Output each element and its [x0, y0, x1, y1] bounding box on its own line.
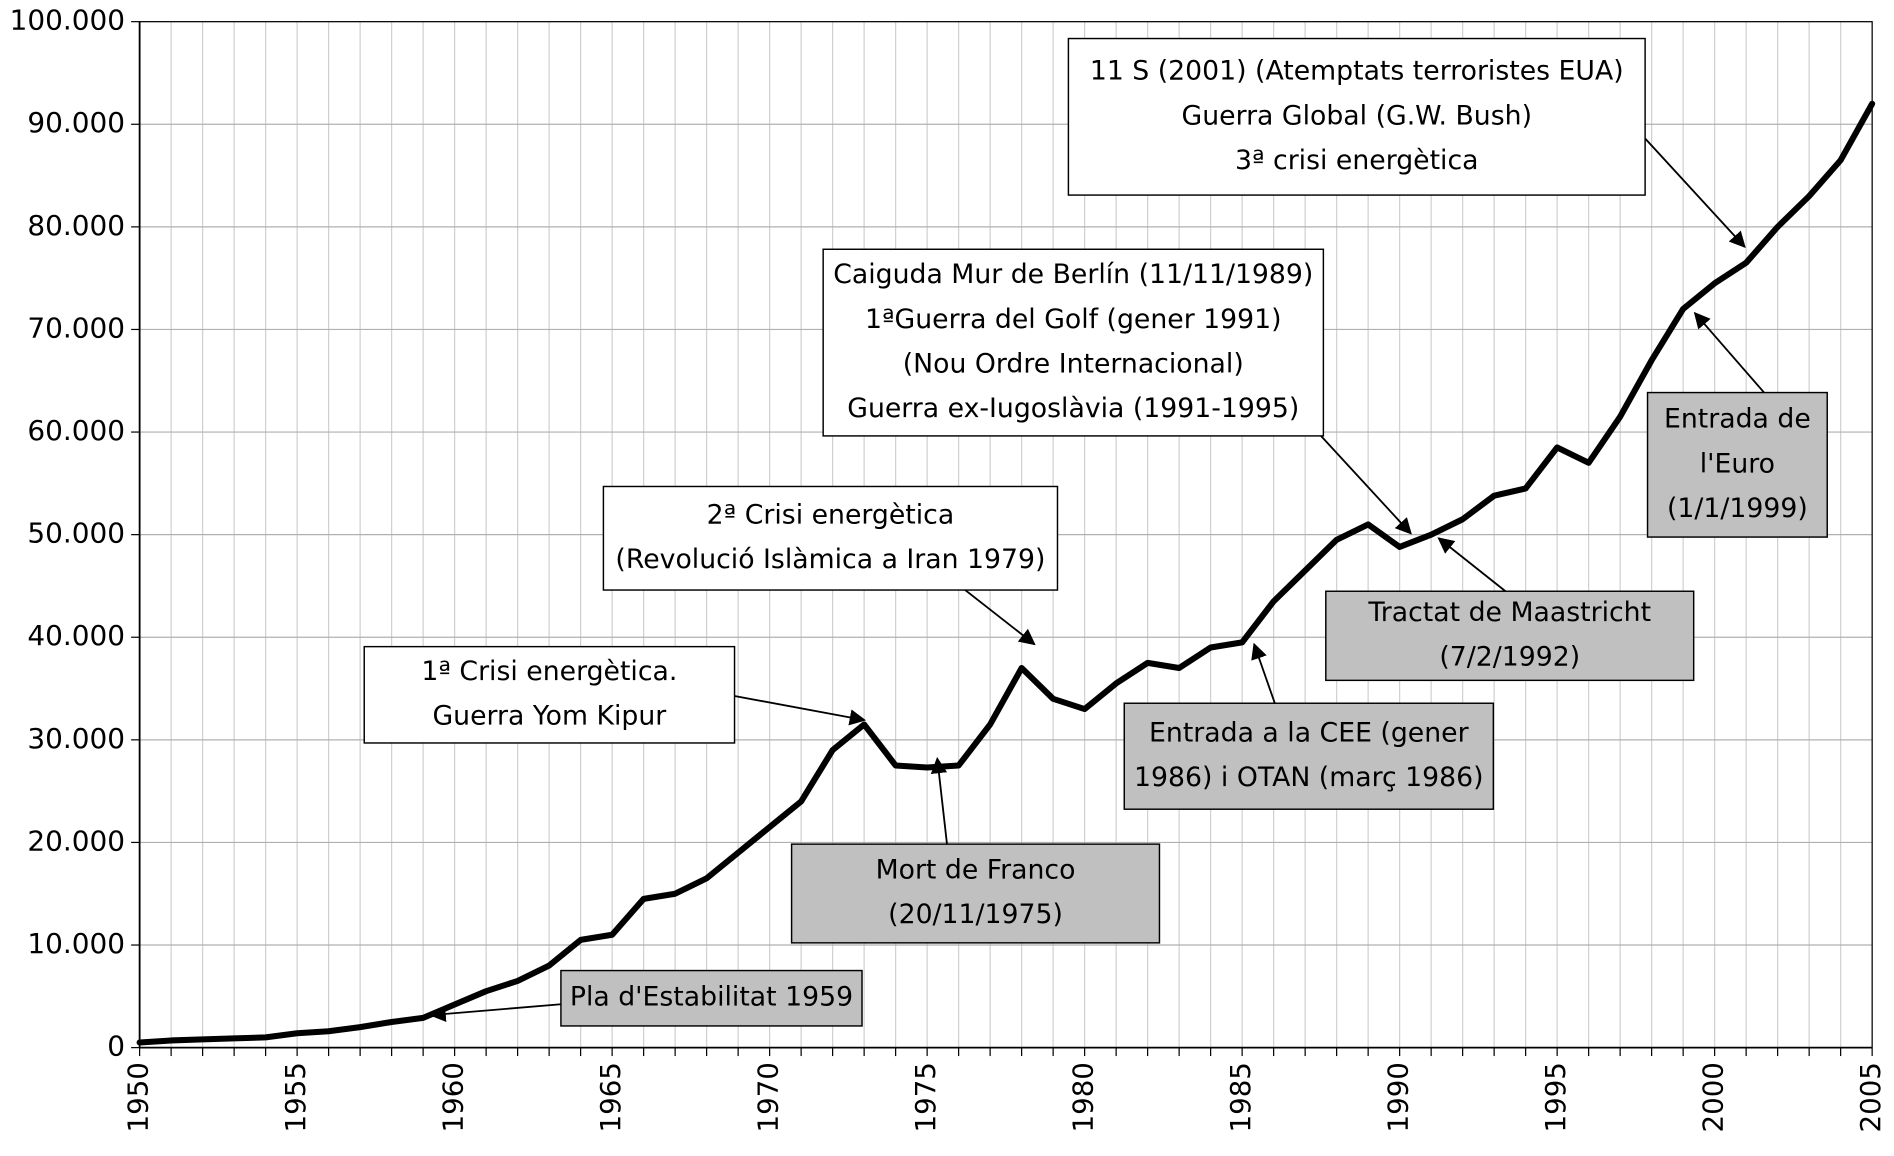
y-tick-label: 50.000: [27, 517, 125, 550]
y-tick-label: 20.000: [27, 825, 125, 858]
data-line: [136, 100, 1876, 1046]
annotation-text: 11 S (2001) (Atemptats terroristes EUA): [1090, 56, 1624, 87]
annotation-arrow: [1320, 435, 1412, 535]
annotation-arrow: [1644, 137, 1746, 249]
y-tick-label: 90.000: [27, 106, 125, 139]
x-tick-label: 1990: [1382, 1062, 1415, 1132]
annotation-text: 2ª Crisi energètica: [707, 500, 955, 531]
annotation-text: (1/1/1999): [1667, 493, 1808, 524]
y-tick-label: 60.000: [27, 414, 125, 447]
y-tick-label: 0: [107, 1030, 125, 1063]
annotation-text: (Nou Ordre Internacional): [903, 348, 1244, 379]
annotation-arrow: [1437, 537, 1507, 592]
annotation-box: [1067, 37, 1646, 196]
annotation-arrow: [930, 757, 948, 845]
y-tick-label: 70.000: [27, 312, 125, 345]
annotation-text: (7/2/1992): [1439, 642, 1580, 673]
annotation-arrow: [734, 695, 867, 726]
y-tick-label: 80.000: [27, 209, 125, 242]
x-tick-label: 1955: [279, 1062, 312, 1132]
annotation-text: (20/11/1975): [888, 899, 1063, 930]
annotation-text: Guerra Global (G.W. Bush): [1182, 100, 1532, 131]
annotation-arrow: [1251, 642, 1276, 704]
x-tick-label: 2000: [1697, 1062, 1730, 1132]
y-tick-label: 10.000: [27, 927, 125, 960]
x-tick-label: 1980: [1067, 1062, 1100, 1132]
annotation-box: [1123, 702, 1495, 810]
annotation-box: [1325, 590, 1695, 682]
annotation-text: 1ª Crisi energètica.: [421, 656, 677, 687]
plot-border: [139, 21, 1873, 1049]
annotation-text: 1ªGuerra del Golf (gener 1991): [865, 304, 1282, 335]
x-tick-label: 1995: [1539, 1062, 1572, 1132]
annotation-text: 1986) i OTAN (març 1986): [1134, 762, 1483, 793]
annotation-text: Caiguda Mur de Berlín (11/11/1989): [833, 259, 1313, 290]
x-tick-label: 2005: [1854, 1062, 1887, 1132]
annotation-arrow: [429, 1003, 561, 1022]
x-tick-label: 1970: [752, 1062, 785, 1132]
x-tick-label: 1950: [122, 1062, 155, 1132]
annotation-box: [363, 645, 736, 744]
annotation-text: 3ª crisi energètica: [1235, 145, 1479, 176]
annotation-box: [1646, 391, 1828, 538]
annotation-arrow: [1693, 311, 1765, 394]
annotation-text: Guerra Yom Kipur: [432, 701, 666, 732]
annotation-text: l'Euro: [1700, 448, 1775, 479]
y-tick-label: 30.000: [27, 722, 125, 755]
annotation-text: Tractat de Maastricht: [1367, 597, 1651, 628]
annotation-text: Entrada a la CEE (gener: [1149, 718, 1469, 749]
annotation-box: [602, 485, 1059, 591]
x-tick-label: 1975: [909, 1062, 942, 1132]
x-tick-label: 1985: [1224, 1062, 1257, 1132]
annotation-box: [790, 843, 1161, 944]
annotation-text: Pla d'Estabilitat 1959: [570, 982, 853, 1013]
annotation-text: Entrada de: [1664, 404, 1811, 435]
y-tick-label: 40.000: [27, 619, 125, 652]
annotation-text: Guerra ex-Iugoslàvia (1991-1995): [847, 393, 1299, 424]
annotation-text: Mort de Franco: [876, 855, 1076, 886]
annotation-box: [560, 969, 863, 1027]
annotation-text: (Revolució Islàmica a Iran 1979): [615, 544, 1045, 575]
y-tick-label: 100.000: [10, 4, 125, 37]
annotation-arrow: [964, 589, 1036, 646]
x-tick-label: 1965: [594, 1062, 627, 1132]
annotation-box: [822, 248, 1325, 437]
x-tick-label: 1960: [437, 1062, 470, 1132]
